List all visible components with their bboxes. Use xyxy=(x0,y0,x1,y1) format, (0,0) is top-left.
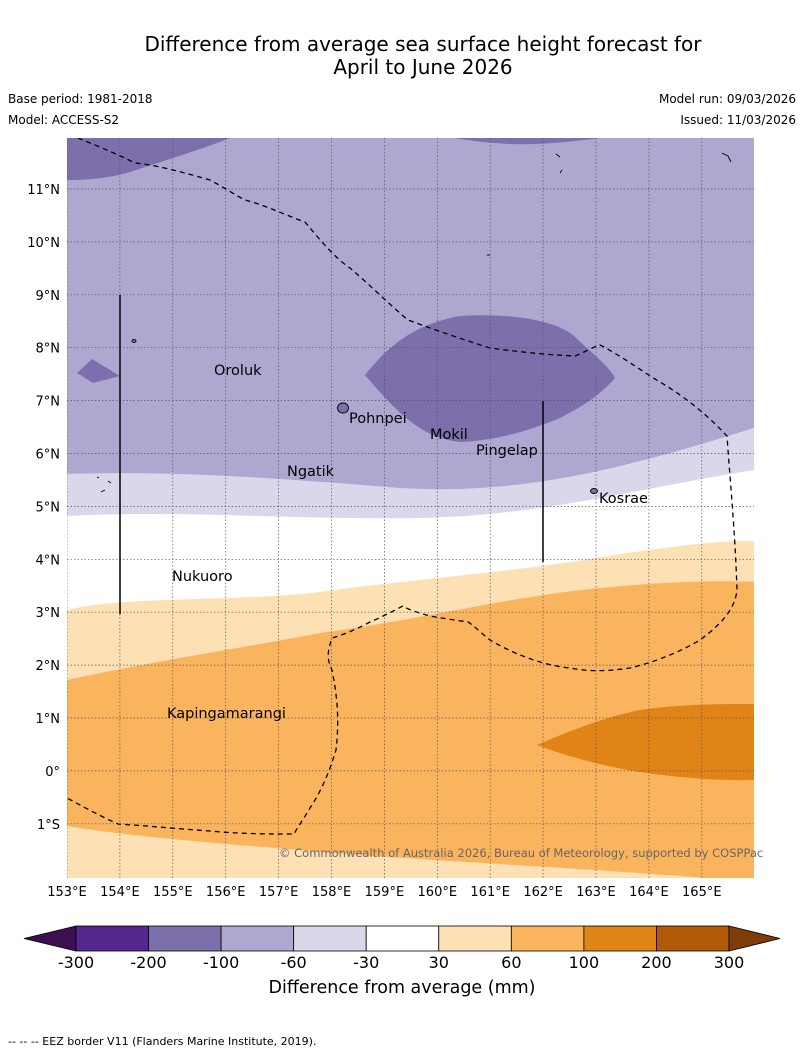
model-run: Model run: 09/03/2026 xyxy=(658,92,796,106)
place-label-kosrae: Kosrae xyxy=(599,491,648,507)
eez-border-north xyxy=(67,138,738,835)
lon-label: 156°E xyxy=(206,885,246,900)
islands xyxy=(96,152,732,494)
gridlines xyxy=(67,138,754,878)
colorbar xyxy=(23,925,781,952)
lat-label: 0° xyxy=(45,765,60,780)
band-minus200-minus100-top xyxy=(455,138,600,145)
island-atoll-ne-2 xyxy=(555,153,563,174)
band-minus200-minus100-west xyxy=(77,359,120,383)
colorbar-segment xyxy=(75,925,149,952)
lon-label: 153°E xyxy=(47,885,87,900)
colorbar-segment xyxy=(583,925,657,952)
model-name: Model: ACCESS-S2 xyxy=(8,113,120,127)
island-islet-west xyxy=(131,339,137,343)
issued-date: Issued: 11/03/2026 xyxy=(680,113,796,127)
lon-label: 161°E xyxy=(470,885,510,900)
chart-title-line2: April to June 2026 xyxy=(333,55,513,79)
band-minus200-minus100-central xyxy=(365,315,615,442)
lon-label: 159°E xyxy=(365,885,405,900)
lat-label: 5°N xyxy=(36,500,61,515)
colorbar-segment xyxy=(438,925,512,952)
lat-label: 1°N xyxy=(36,712,61,727)
latitude-labels: 11°N 10°N 9°N 8°N 7°N 6°N 5°N 4°N 3°N 2°N 1°N 0° 1°S xyxy=(27,183,60,833)
lon-label: 162°E xyxy=(523,885,563,900)
lat-label: 1°S xyxy=(37,818,60,833)
band-minus200-minus100-top-left xyxy=(67,138,230,180)
lon-label: 154°E xyxy=(100,885,140,900)
lat-label: 7°N xyxy=(36,395,61,410)
lat-label: 6°N xyxy=(36,448,61,463)
island-atoll-ne-1 xyxy=(721,152,732,163)
lat-label: 11°N xyxy=(27,183,60,198)
colorbar-segment xyxy=(293,925,367,952)
colorbar-tick-label: -200 xyxy=(130,953,167,972)
island-pohnpei xyxy=(337,402,349,414)
colorbar-tick-label: 300 xyxy=(713,953,745,972)
place-label-oroluk: Oroluk xyxy=(214,363,262,379)
chart-title-line1: Difference from average sea surface heig… xyxy=(144,32,702,56)
colorbar-segment xyxy=(365,925,440,952)
lon-label: 158°E xyxy=(312,885,352,900)
lat-label: 4°N xyxy=(36,553,61,568)
place-label-kapingamarangi: Kapingamarangi xyxy=(167,706,286,722)
band-100-200 xyxy=(537,704,754,781)
colorbar-tick-label: 100 xyxy=(568,953,600,972)
colorbar-segment xyxy=(148,925,222,952)
eez-source-footnote: -- -- -- EEZ border V11 (Flanders Marine… xyxy=(8,1035,317,1048)
lat-label: 2°N xyxy=(36,659,61,674)
colorbar-segment xyxy=(510,925,585,952)
place-label-pingelap: Pingelap xyxy=(476,443,538,459)
lat-label: 8°N xyxy=(36,342,61,357)
colorbar-tick-label: 200 xyxy=(641,953,672,972)
lon-label: 163°E xyxy=(576,885,616,900)
colorbar-segment xyxy=(220,925,295,952)
longitude-labels: 153°E 154°E 155°E 156°E 157°E 158°E 159°E 160°E… xyxy=(47,885,721,900)
place-label-ngatik: Ngatik xyxy=(287,464,335,480)
map-plot-area xyxy=(67,138,754,878)
lat-label: 3°N xyxy=(36,606,61,621)
lon-label: 155°E xyxy=(153,885,193,900)
place-label-nukuoro: Nukuoro xyxy=(172,569,233,585)
colorbar-title: Difference from average (mm) xyxy=(268,978,536,998)
base-period: Base period: 1981-2018 xyxy=(8,92,153,106)
lat-label: 10°N xyxy=(27,236,60,251)
colorbar-extend-low xyxy=(23,925,77,952)
place-label-pohnpei: Pohnpei xyxy=(349,411,407,427)
lon-label: 165°E xyxy=(682,885,722,900)
colorbar-segment xyxy=(656,925,730,952)
colorbar-extend-high xyxy=(728,925,781,952)
lon-label: 164°E xyxy=(629,885,669,900)
place-labels: Oroluk Pohnpei Mokil Pingelap Ngatik Kos… xyxy=(167,363,648,722)
colorbar-tick-label: -100 xyxy=(202,953,240,972)
island-kosrae xyxy=(590,488,598,494)
island-atoll-south xyxy=(96,476,112,493)
colorbar-tick-label: 60 xyxy=(501,953,522,972)
lon-label: 160°E xyxy=(418,885,458,900)
lat-label: 9°N xyxy=(36,289,61,304)
colorbar-tick-label: 30 xyxy=(428,953,449,972)
lon-label: 157°E xyxy=(259,885,299,900)
band-60-100 xyxy=(67,581,754,878)
place-label-mokil: Mokil xyxy=(430,427,468,443)
copyright-notice: © Commonwealth of Australia 2026, Bureau… xyxy=(279,846,763,860)
colorbar-tick-label: -300 xyxy=(57,953,95,972)
colorbar-tick-label: -60 xyxy=(280,953,307,972)
colorbar-tick-label: -30 xyxy=(353,953,380,972)
